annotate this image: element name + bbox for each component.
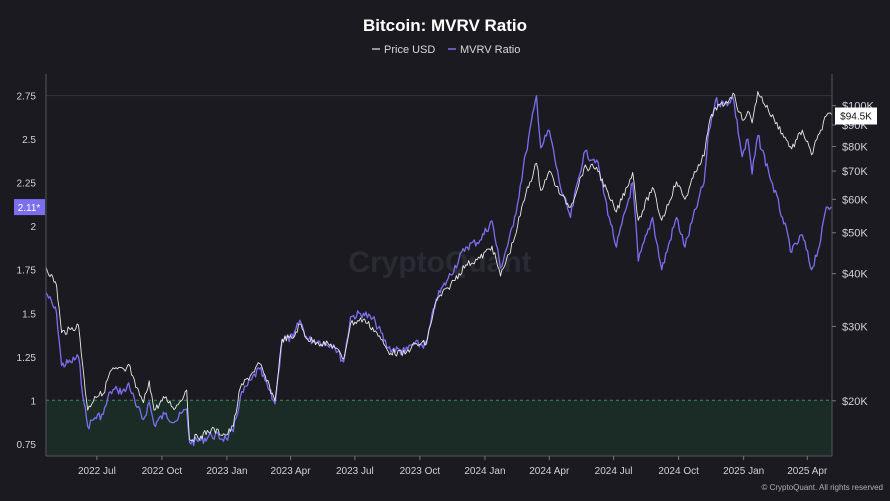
price-current-badge: $94.5K (835, 107, 877, 125)
x-tick-label: 2025 Jan (723, 466, 764, 477)
left-tick-label: 0.75 (17, 440, 37, 451)
left-axis: 0.75 1 1.25 1.5 1.75 2 2.25 2.5 2.75 (17, 74, 47, 456)
x-tick-label: 2023 Jan (206, 466, 247, 477)
x-tick-label: 2024 Jul (595, 466, 633, 477)
price-usd-line (45, 91, 833, 442)
footer-copyright: © CryptoQuant. All rights reserved (762, 483, 884, 492)
right-tick-label: $40K (842, 269, 868, 281)
x-tick-label: 2023 Apr (271, 466, 312, 477)
left-tick-label: 1.75 (17, 266, 37, 277)
right-tick-label: $30K (842, 321, 868, 333)
x-tick-label: 2022 Jul (78, 466, 116, 477)
x-tick-label: 2023 Oct (400, 466, 441, 477)
left-tick-label: 2.75 (17, 92, 37, 103)
watermark: CryptoQuant (348, 246, 531, 279)
legend-price-label[interactable]: Price USD (384, 44, 435, 56)
plot-area (45, 91, 833, 456)
left-tick-label: 1.25 (17, 353, 37, 364)
x-tick-label: 2024 Oct (658, 466, 699, 477)
price-current-badge-label: $94.5K (840, 112, 872, 123)
right-tick-label: $50K (842, 228, 868, 240)
chart-title: Bitcoin: MVRV Ratio (363, 16, 527, 35)
left-tick-label: 2 (30, 222, 36, 233)
left-tick-label: 1.5 (22, 309, 36, 320)
x-axis: 2022 Jul 2022 Oct 2023 Jan 2023 Apr 2023 Jul… (46, 455, 832, 477)
left-tick-label: 1 (30, 396, 36, 407)
right-tick-label: $60K (842, 194, 868, 206)
mvrv-current-badge: 2.11* (14, 199, 45, 216)
legend-mvrv-label[interactable]: MVRV Ratio (460, 44, 520, 56)
mvrv-ratio-line (45, 95, 833, 447)
x-tick-label: 2025 Apr (787, 466, 828, 477)
x-tick-label: 2023 Jul (336, 466, 374, 477)
left-tick-label: 2.25 (17, 179, 37, 190)
x-tick-label: 2022 Oct (142, 466, 183, 477)
mvrv-current-badge-label: 2.11* (18, 203, 41, 214)
right-tick-label: $20K (842, 396, 868, 408)
undervalued-zone (46, 400, 832, 456)
left-tick-label: 2.5 (22, 135, 36, 146)
price-current-badge-bg (835, 107, 877, 125)
right-tick-label: $80K (842, 142, 868, 154)
right-tick-label: $70K (842, 166, 868, 178)
x-tick-label: 2024 Apr (529, 466, 570, 477)
right-axis: $20K$30K$40K$50K$60K$70K$80K$90K$100K (831, 74, 874, 456)
x-tick-label: 2024 Jan (464, 466, 505, 477)
mvrv-current-badge-bg (14, 199, 45, 216)
legend[interactable]: Price USD MVRV Ratio (372, 44, 520, 56)
